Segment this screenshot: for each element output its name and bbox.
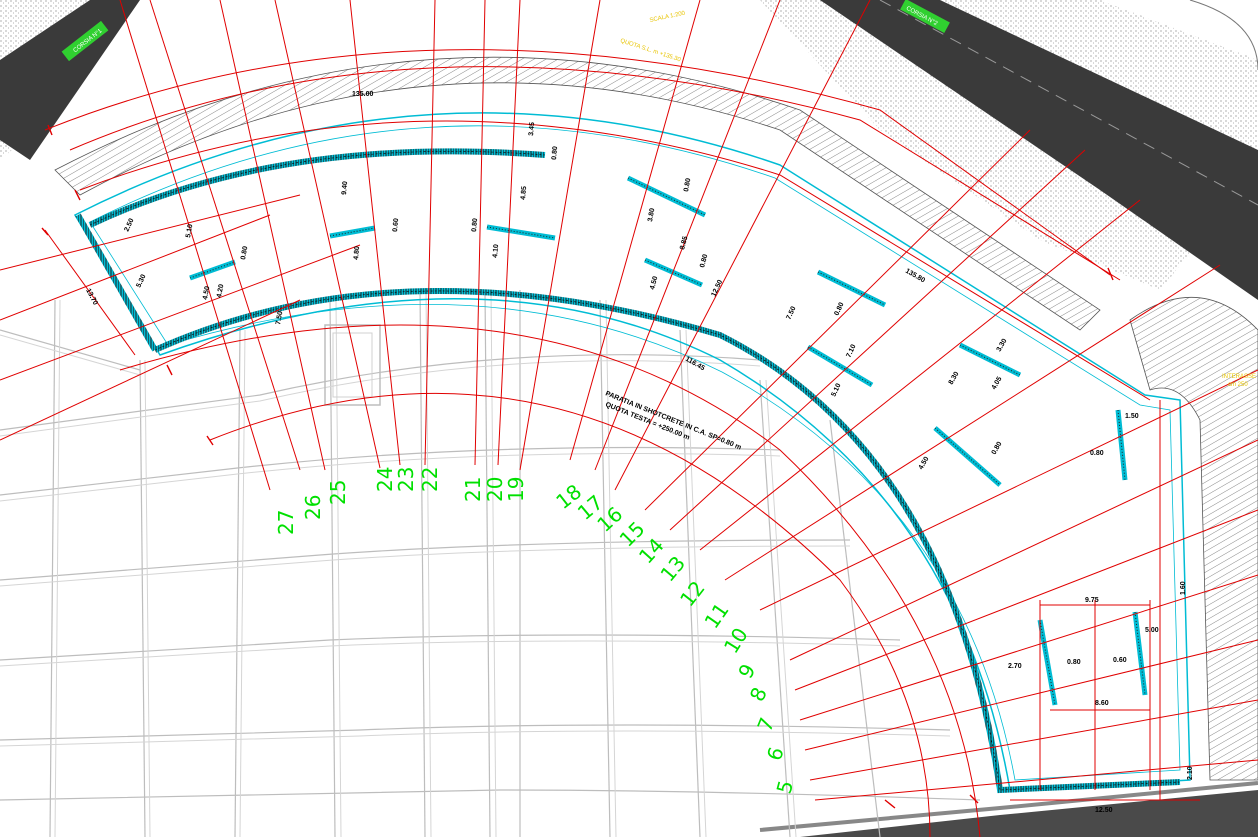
dim-i: 4.80 xyxy=(353,246,361,260)
slope-bank-right xyxy=(1129,296,1258,781)
road-sign-left xyxy=(61,20,109,62)
terrain-dotted-right xyxy=(760,0,1258,290)
pile-wall-left xyxy=(75,213,158,352)
road-right-lane xyxy=(879,0,1258,206)
dim-ao: 12.50 xyxy=(1095,807,1113,814)
section-label-24: 24 xyxy=(373,467,397,492)
dim-c: 5.10 xyxy=(185,224,194,239)
dim-ai: 5.00 xyxy=(1145,627,1159,634)
dim-l: 4.10 xyxy=(492,244,500,258)
road-bottom xyxy=(800,790,1258,837)
section-label-19: 19 xyxy=(504,477,528,502)
dim-h: 9.40 xyxy=(341,181,349,195)
section-label-23: 23 xyxy=(394,467,418,492)
section-label-26: 26 xyxy=(301,495,325,520)
roundabout-edge xyxy=(1189,0,1258,71)
dim-e: 4.20 xyxy=(216,284,225,299)
section-label-25: 25 xyxy=(326,480,350,505)
section-label-27: 27 xyxy=(274,510,298,535)
dim-al: 0.60 xyxy=(1113,657,1127,664)
road-left xyxy=(0,0,140,160)
dim-ak: 0.80 xyxy=(1067,659,1081,666)
dim-s: 8.85 xyxy=(679,235,689,250)
road-right xyxy=(820,0,1258,300)
dim-am: 8.60 xyxy=(1095,700,1109,707)
building-outline xyxy=(324,324,381,406)
dim-k: 0.80 xyxy=(471,218,479,232)
section-label-5: 5 xyxy=(772,778,798,797)
slope-bank-top xyxy=(54,56,1101,331)
pile-wall-mid-outline xyxy=(154,290,1181,791)
dim-top-arc: 135.00 xyxy=(352,91,374,98)
side-label-1: INTERASSE xyxy=(1222,374,1256,380)
road-bottom-curb xyxy=(759,781,1258,832)
section-label-21: 21 xyxy=(461,477,485,502)
dim-g: 7.50 xyxy=(275,311,284,326)
strut-rows-marks xyxy=(189,177,1146,706)
red-arcs xyxy=(44,49,1151,837)
dim-m: 4.85 xyxy=(520,186,528,200)
dim-j: 0.60 xyxy=(392,218,400,232)
building-outline-inner xyxy=(332,332,373,398)
section-lines xyxy=(0,0,1258,801)
tick-marks xyxy=(41,124,1114,809)
dim-p: 3.80 xyxy=(647,208,656,223)
street-grid-double xyxy=(0,289,951,837)
dim-t: 0.80 xyxy=(699,253,709,268)
dim-aj: 2.70 xyxy=(1008,663,1022,670)
section-label-20: 20 xyxy=(483,477,507,502)
dim-ag: 0.80 xyxy=(1090,450,1104,457)
dim-af: 1.50 xyxy=(1125,413,1139,420)
section-label-22: 22 xyxy=(418,467,442,492)
dim-ap: 2.10 xyxy=(1187,766,1194,780)
dim-n: 3.45 xyxy=(528,122,536,136)
dim-d: 4.50 xyxy=(202,286,211,301)
pile-wall-top-outline xyxy=(89,151,546,226)
side-label-2: cm 250 xyxy=(1228,382,1248,388)
dim-r: 4.50 xyxy=(649,275,659,290)
dim-f: 0.80 xyxy=(240,246,249,261)
dim-o: 0.80 xyxy=(551,146,559,160)
road-sign-right xyxy=(900,0,950,34)
dim-ah: 9.75 xyxy=(1085,597,1099,604)
dim-an: 1.60 xyxy=(1180,581,1187,595)
dim-q: 0.80 xyxy=(683,178,692,193)
dimension-lines-br xyxy=(1010,400,1200,801)
